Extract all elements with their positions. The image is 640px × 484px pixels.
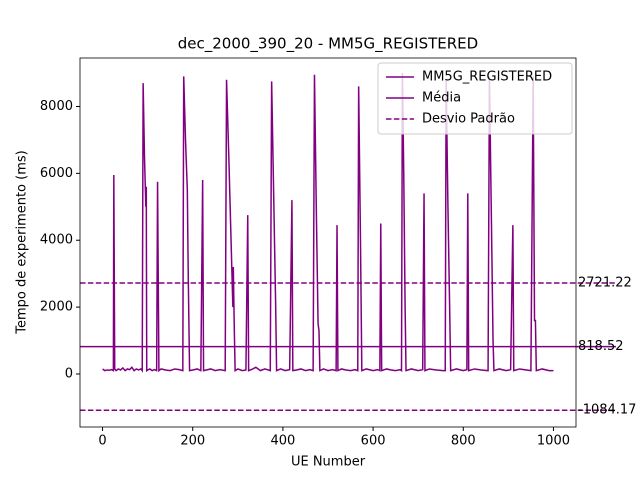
x-tick-label: 0 (98, 434, 106, 449)
chart-title: dec_2000_390_20 - MM5G_REGISTERED (178, 35, 478, 54)
reference-label: 818.52 (578, 339, 624, 354)
x-tick-label: 600 (361, 434, 386, 449)
legend-label: Desvio Padrão (422, 112, 515, 127)
y-axis-label: Tempo de experimento (ms) (15, 150, 30, 334)
reference-label: 2721.22 (578, 275, 632, 290)
legend-label: MM5G_REGISTERED (422, 70, 552, 85)
y-tick-label: 2000 (40, 300, 73, 315)
x-axis-label: UE Number (291, 455, 366, 470)
y-tick-label: 6000 (40, 166, 73, 181)
legend-label: Média (422, 91, 461, 106)
y-tick-label: 4000 (40, 233, 73, 248)
x-tick-label: 800 (451, 434, 476, 449)
y-tick-label: 0 (65, 366, 73, 381)
legend-box (377, 62, 573, 135)
y-tick-label: 8000 (40, 99, 73, 114)
data-line (102, 73, 554, 373)
x-tick-label: 1000 (537, 434, 570, 449)
x-tick-label: 400 (270, 434, 295, 449)
x-tick-label: 200 (180, 434, 205, 449)
plot-frame (79, 57, 577, 428)
reference-label: -1084.17 (578, 403, 636, 418)
